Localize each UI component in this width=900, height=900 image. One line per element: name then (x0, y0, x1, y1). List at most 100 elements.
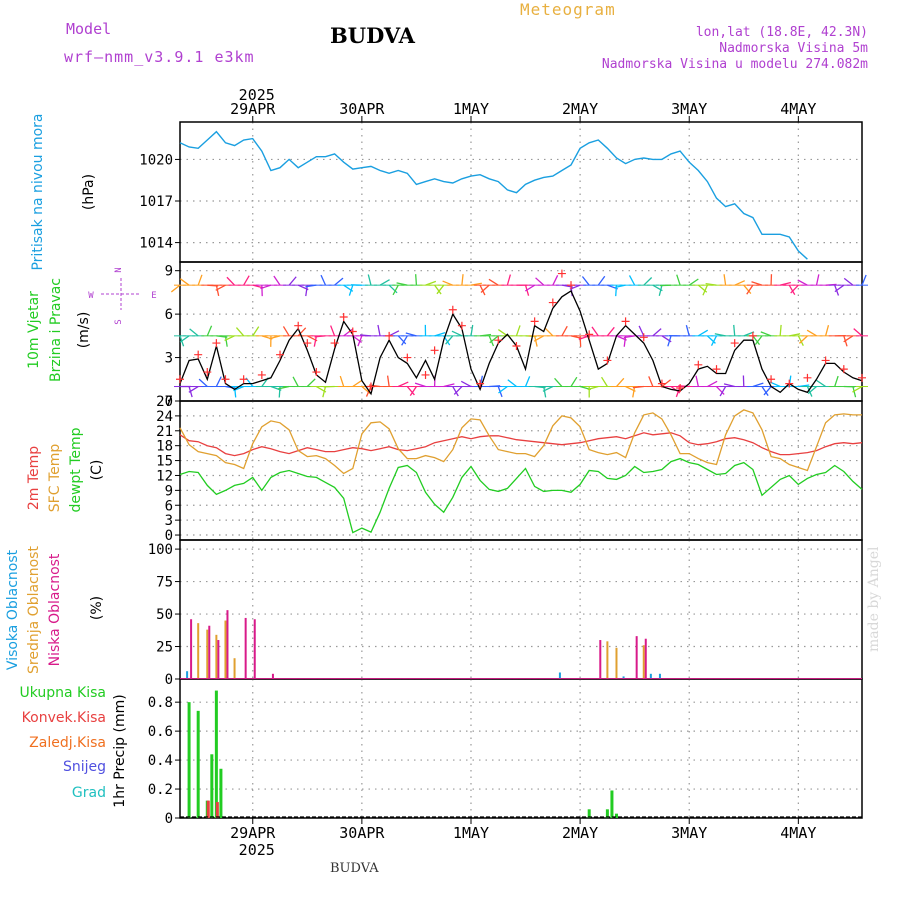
compass-south: S (114, 319, 124, 324)
compass-west: W (88, 291, 94, 301)
cloud-bar (206, 630, 208, 679)
y-tick-label: 25 (156, 640, 173, 656)
compass-east: E (151, 291, 156, 301)
y-tick-label: 0.4 (148, 753, 173, 769)
wind-direction-barb (807, 330, 816, 336)
y-tick-label: 0.2 (148, 782, 173, 798)
y-tick-label: 1020 (139, 152, 173, 168)
wind-direction-barb (293, 377, 298, 387)
wind-direction-barb (707, 381, 717, 386)
wind-direction-barb (171, 285, 180, 292)
y-tick-label: 24 (156, 409, 173, 425)
cloud-bar (226, 610, 228, 679)
pressure-ylabel: (hPa) (81, 174, 97, 210)
wind-direction-barb (471, 325, 473, 336)
cloud-ylabel: (%) (89, 596, 105, 620)
bottom-day-label: 3MAY (671, 824, 707, 842)
temp-line-dewpt-temp (180, 459, 862, 533)
wind-direction-barb (415, 383, 425, 386)
wind-subtitle: Brzina i Pravac (48, 278, 64, 382)
y-tick-label: 12 (156, 468, 173, 484)
wind-direction-barb (452, 331, 462, 336)
wind-direction-barb (580, 336, 581, 347)
wind-direction-barb (734, 325, 735, 336)
wind-direction-barb (607, 327, 614, 336)
top-day-label: 3MAY (671, 100, 707, 118)
y-tick-label: 1017 (139, 194, 173, 210)
wind-direction-barb (817, 380, 826, 386)
precip-legend-1: Ukupna Kisa (19, 685, 106, 701)
cloud-bar (224, 621, 226, 679)
pressure-line (180, 132, 807, 260)
y-tick-label: 50 (156, 607, 173, 623)
wind-direction-barb (582, 276, 589, 285)
y-tick-label: 3 (165, 513, 173, 529)
wind-direction-barb (653, 329, 661, 336)
cloud-bar (599, 640, 601, 679)
wind-direction-barb (854, 329, 862, 336)
top-day-label: 30APR (339, 100, 385, 118)
bottom-day-label: 29APR (230, 824, 276, 842)
precip-bar (210, 754, 213, 818)
wind-direction-barb (331, 326, 335, 336)
wind-gust-marker (422, 371, 430, 379)
wind-direction-barb (321, 275, 325, 285)
wind-direction-barb (536, 278, 544, 285)
panel-temperature: 0369121518212427 (156, 394, 862, 544)
wind-direction-barb (689, 279, 698, 285)
wind-direction-barb (190, 329, 199, 336)
top-day-label: 2MAY (562, 100, 598, 118)
wind-gust-marker (312, 368, 320, 376)
wind-direction-barb (826, 325, 829, 336)
y-tick-label: 1014 (139, 236, 173, 252)
wind-ylabel: (m/s) (76, 312, 92, 349)
precip-bar (610, 790, 613, 818)
wind-direction-barb (416, 274, 417, 285)
y-tick-label: 0.8 (148, 695, 173, 711)
wind-direction-barb (283, 326, 289, 335)
wind-direction-barb (368, 274, 371, 285)
y-tick-label: 6 (165, 307, 173, 323)
cloud-bar (234, 658, 236, 679)
wind-direction-barb (639, 326, 644, 336)
panel-frame (180, 262, 862, 401)
bottom-day-label: 4MAY (780, 824, 816, 842)
cloud-bar (645, 639, 647, 679)
wind-title: 10m Vjetar (26, 291, 42, 369)
wind-direction-barb (180, 279, 189, 285)
cloud-bar (186, 671, 188, 679)
top-day-label: 1MAY (453, 100, 489, 118)
wind-direction-barb (724, 274, 726, 285)
wind-gust-marker (349, 328, 357, 336)
wind-direction-barb (616, 378, 623, 386)
wind-gust-marker (276, 351, 284, 359)
cloud-bar (197, 623, 199, 679)
wind-direction-barb (335, 278, 343, 285)
precip-bar (207, 801, 210, 818)
wind-direction-barb (602, 377, 608, 386)
y-tick-label: 100 (148, 542, 173, 558)
precip-bar (188, 702, 191, 818)
wind-gust-marker (294, 322, 302, 330)
precip-legend-5: Grad (72, 785, 106, 801)
bottom-day-label: 1MAY (453, 824, 489, 842)
wind-direction-barb (526, 376, 530, 386)
meteogram-chart: 1014101710200369036912151821242702550751… (0, 0, 900, 900)
wind-direction-barb (516, 325, 520, 335)
y-tick-label: 0 (165, 811, 173, 827)
y-tick-label: 15 (156, 454, 173, 470)
cloud-bar (208, 626, 210, 679)
wind-direction-barb (398, 382, 408, 386)
wind-direction-barb (314, 336, 316, 347)
wind-gust-marker (403, 354, 411, 362)
panel-frame (180, 679, 862, 818)
y-tick-label: 0 (165, 672, 173, 688)
wind-direction-barb (462, 274, 463, 285)
wind-direction-barb (389, 331, 399, 336)
bottom-day-label: 2MAY (562, 824, 598, 842)
cloud-bar (559, 673, 561, 679)
wind-direction-barb (555, 378, 562, 386)
cloud-bar (615, 648, 617, 679)
temp-sfc-label: SFC Temp (47, 444, 63, 513)
cloud-mid-label: Srednja Oblacnost (26, 546, 42, 674)
